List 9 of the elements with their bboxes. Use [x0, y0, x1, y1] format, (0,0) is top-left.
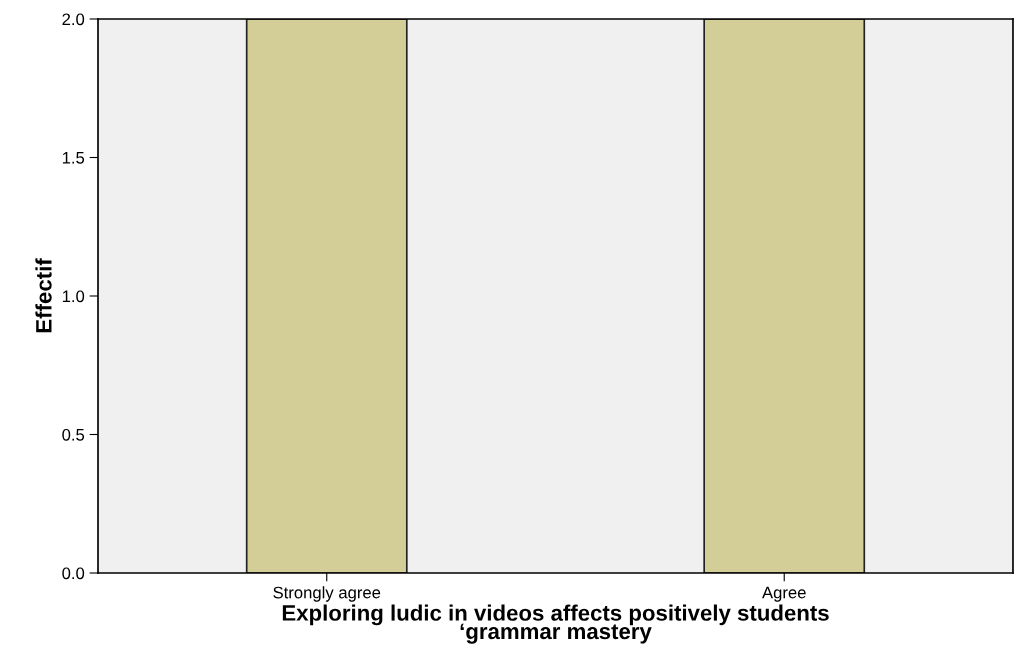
y-tick-label: 0.0: [62, 567, 85, 580]
y-tick-label: 1.5: [62, 152, 85, 164]
x-tick-label: Agree: [762, 586, 806, 602]
x-axis-title: Exploring ludic in videos affects positively students ‘grammar mastery: [282, 604, 829, 644]
x-tick-label: Strongly agree: [273, 586, 381, 602]
y-tick-label: 0.5: [62, 428, 85, 441]
y-tick-label: 1.0: [62, 290, 85, 303]
y-axis-title: Effectif: [35, 258, 52, 333]
y-tick-label: 2.0: [62, 13, 85, 26]
